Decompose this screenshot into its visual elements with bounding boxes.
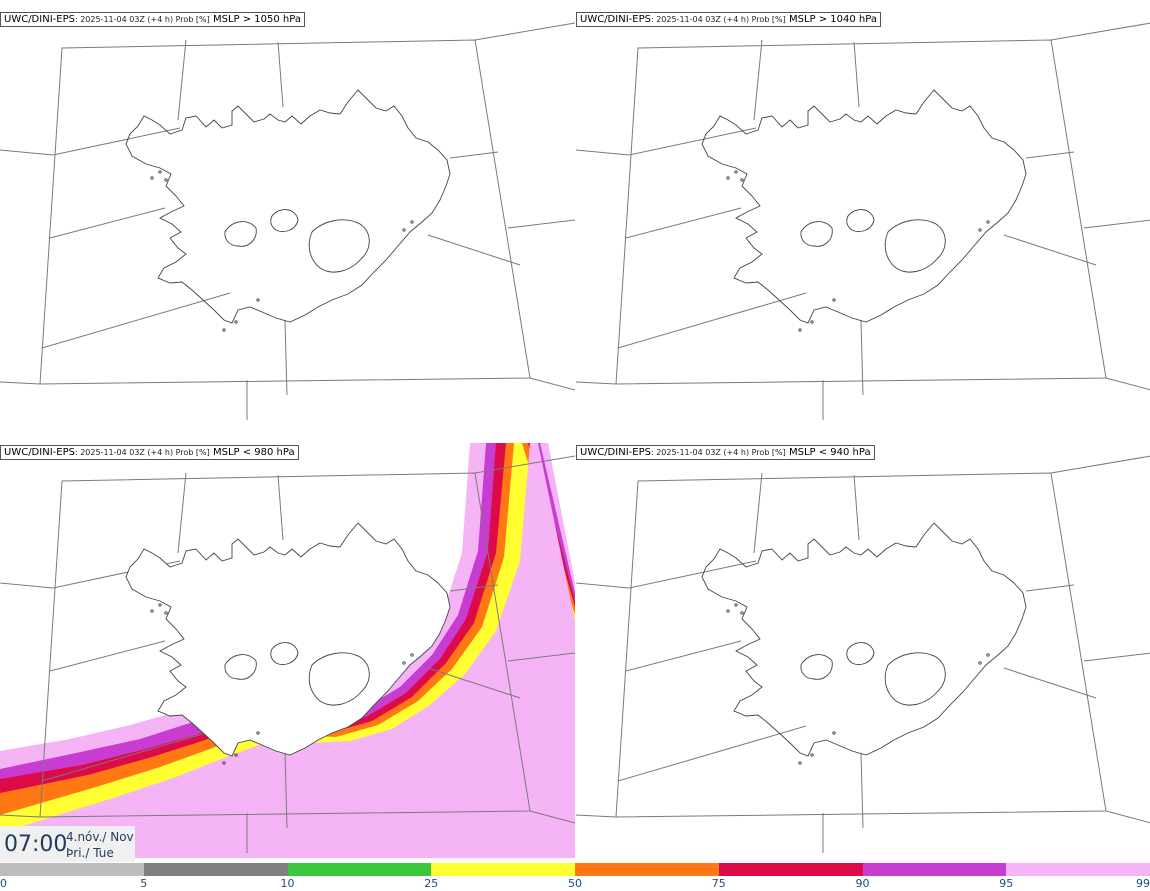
valid-date: 4.nóv./ Nov bbox=[66, 830, 134, 844]
probability-colorbar: 0 5 10 25 50 75 90 95 99 bbox=[0, 862, 1150, 891]
valid-time: 07:00 bbox=[4, 832, 68, 857]
graticule bbox=[576, 22, 1150, 420]
panel-title: UWC/DINI-EPS: 2025-11-04 03Z (+4 h) Prob… bbox=[576, 12, 881, 27]
colorbar-segment bbox=[718, 863, 863, 876]
colorbar-tick-label: 0 bbox=[0, 877, 7, 890]
colorbar-tick-label: 10 bbox=[280, 877, 295, 890]
colorbar-tick-label: 99 bbox=[1136, 877, 1150, 890]
map-panel-mslp-gt-1040: UWC/DINI-EPS: 2025-11-04 03Z (+4 h) Prob… bbox=[576, 10, 1150, 430]
coastline bbox=[701, 89, 1027, 332]
colorbar-segment bbox=[575, 863, 719, 876]
iceland-map bbox=[0, 443, 575, 858]
panel-title: UWC/DINI-EPS: 2025-11-04 03Z (+4 h) Prob… bbox=[0, 12, 305, 27]
colorbar-tick-label: 5 bbox=[140, 877, 148, 890]
map-panel-mslp-gt-1050: UWC/DINI-EPS: 2025-11-04 03Z (+4 h) Prob… bbox=[0, 10, 575, 430]
panel-title: UWC/DINI-EPS: 2025-11-04 03Z (+4 h) Prob… bbox=[576, 445, 875, 460]
coastline bbox=[125, 89, 451, 332]
graticule bbox=[0, 455, 575, 853]
colorbar-tick-label: 25 bbox=[424, 877, 439, 890]
valid-time-box: 07:00 4.nóv./ Nov Þri./ Tue bbox=[0, 826, 135, 862]
colorbar-segment bbox=[431, 863, 575, 876]
coastline bbox=[701, 522, 1027, 765]
map-panel-mslp-lt-940: UWC/DINI-EPS: 2025-11-04 03Z (+4 h) Prob… bbox=[576, 443, 1150, 863]
colorbar-tick-label: 50 bbox=[568, 877, 582, 890]
colorbar-segment bbox=[862, 863, 1007, 876]
colorbar-tick-label: 75 bbox=[711, 877, 726, 890]
coastline bbox=[125, 522, 451, 765]
colorbar-segment bbox=[287, 863, 432, 876]
graticule bbox=[576, 455, 1150, 853]
colorbar-tick-label: 90 bbox=[855, 877, 870, 890]
colorbar-segment bbox=[143, 863, 288, 876]
panel-title: UWC/DINI-EPS: 2025-11-04 03Z (+4 h) Prob… bbox=[0, 445, 299, 460]
colorbar-segment bbox=[0, 863, 144, 876]
iceland-map bbox=[576, 455, 1150, 853]
iceland-map bbox=[0, 22, 575, 420]
map-panel-mslp-lt-980: UWC/DINI-EPS: 2025-11-04 03Z (+4 h) Prob… bbox=[0, 443, 575, 863]
colorbar-tick-label: 95 bbox=[999, 877, 1014, 890]
colorbar-segment bbox=[1006, 863, 1150, 876]
iceland-map bbox=[576, 22, 1150, 420]
valid-weekday: Þri./ Tue bbox=[66, 846, 114, 860]
probability-band bbox=[0, 443, 575, 858]
graticule bbox=[0, 22, 575, 420]
probability-field bbox=[0, 443, 575, 858]
